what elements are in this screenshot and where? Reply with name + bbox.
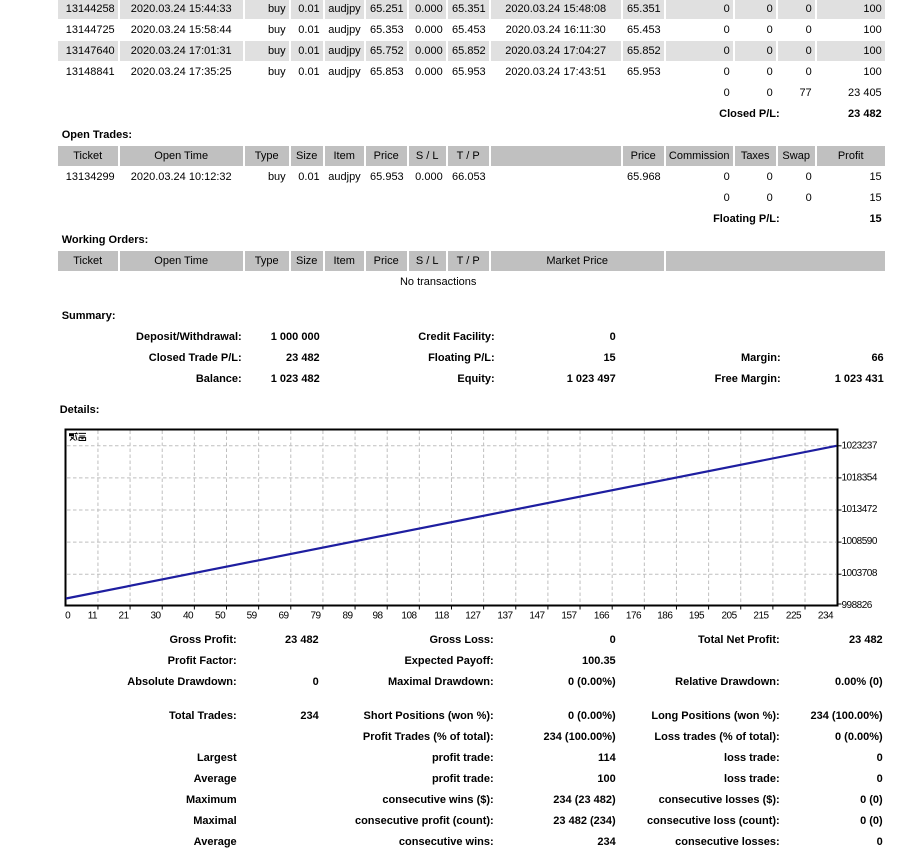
svg-text:186: 186 xyxy=(657,610,673,621)
svg-text:157: 157 xyxy=(561,610,577,621)
svg-text:195: 195 xyxy=(689,610,705,621)
svg-text:30: 30 xyxy=(150,610,161,621)
svg-text:215: 215 xyxy=(753,610,769,621)
svg-text:1018354: 1018354 xyxy=(842,472,878,483)
svg-text:127: 127 xyxy=(465,610,481,621)
svg-text:11: 11 xyxy=(88,610,98,621)
svg-text:59: 59 xyxy=(247,610,258,621)
svg-text:1003708: 1003708 xyxy=(842,568,878,579)
svg-text:1023237: 1023237 xyxy=(842,440,878,451)
svg-text:98: 98 xyxy=(372,610,383,621)
svg-text:166: 166 xyxy=(594,610,610,621)
svg-text:234: 234 xyxy=(818,610,834,621)
svg-text:79: 79 xyxy=(310,610,321,621)
svg-text:1013472: 1013472 xyxy=(842,504,878,515)
svg-text:21: 21 xyxy=(119,610,130,621)
svg-text:205: 205 xyxy=(722,610,738,621)
svg-text:89: 89 xyxy=(342,610,353,621)
svg-text:137: 137 xyxy=(497,610,513,621)
svg-text:40: 40 xyxy=(183,610,194,621)
svg-text:69: 69 xyxy=(278,610,289,621)
svg-text:225: 225 xyxy=(786,610,802,621)
svg-text:50: 50 xyxy=(215,610,226,621)
svg-text:998826: 998826 xyxy=(842,600,873,611)
svg-text:0: 0 xyxy=(65,610,71,621)
svg-text:176: 176 xyxy=(626,610,642,621)
svg-text:1008590: 1008590 xyxy=(842,536,878,547)
svg-text:147: 147 xyxy=(529,610,545,621)
svg-text:118: 118 xyxy=(434,610,449,621)
svg-text:108: 108 xyxy=(401,610,417,621)
